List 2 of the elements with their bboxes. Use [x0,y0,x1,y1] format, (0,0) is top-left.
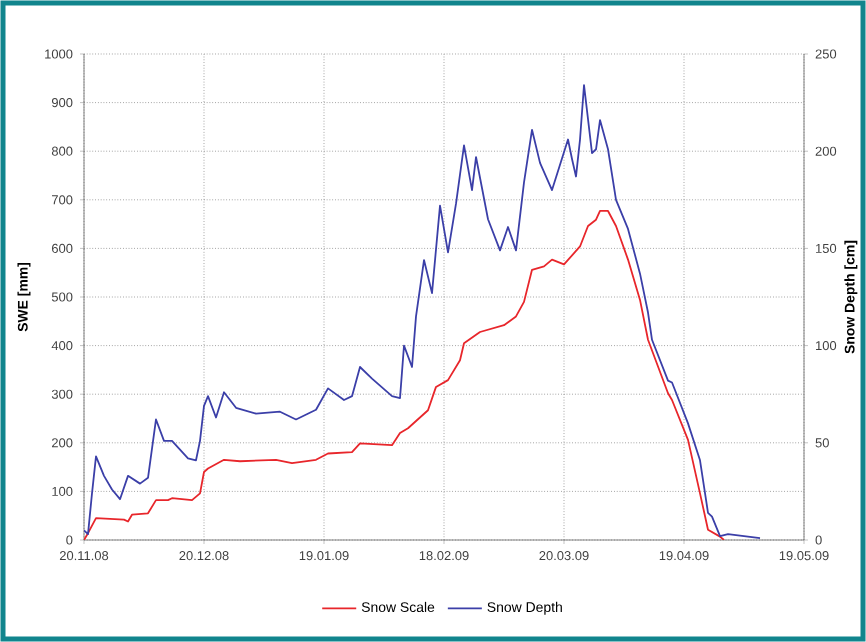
line-series [84,210,725,540]
line-series [84,84,761,539]
